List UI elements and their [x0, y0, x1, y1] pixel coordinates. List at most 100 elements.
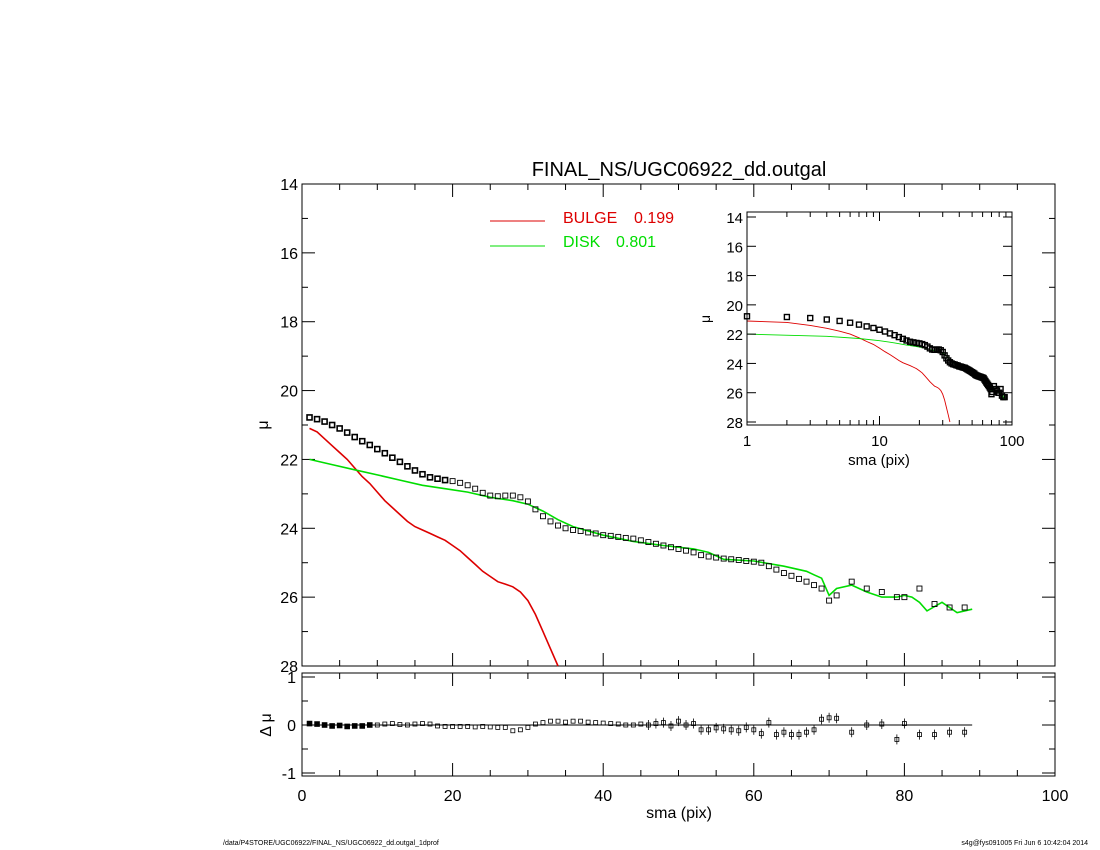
inset-y-tick-label: 26 [726, 386, 743, 403]
residual-point [510, 728, 516, 734]
residual-point [661, 720, 666, 725]
residual-point [548, 718, 553, 724]
residual-point [344, 723, 350, 730]
inset-data-point [836, 317, 843, 325]
residual-point [698, 727, 704, 733]
inset-data-point [823, 316, 830, 323]
data-point [562, 525, 569, 532]
residual-point [691, 721, 696, 726]
data-point [863, 585, 870, 592]
residual-point [932, 732, 937, 737]
inset-data-point [846, 319, 854, 326]
residual-point [412, 721, 418, 727]
residual-point [540, 720, 546, 725]
residual-point [608, 721, 614, 726]
x-tick-label: 20 [444, 788, 462, 805]
data-point [441, 476, 449, 484]
data-point [698, 552, 705, 559]
data-point [464, 482, 471, 489]
residual-point [555, 718, 561, 724]
data-point [547, 518, 554, 525]
residual-point [502, 725, 508, 730]
inset-data-point [783, 313, 791, 321]
data-point [833, 592, 840, 599]
residual-point [894, 737, 900, 742]
data-point [615, 533, 622, 540]
data-point [622, 534, 629, 541]
data-point [780, 570, 787, 576]
residual-point [593, 720, 599, 725]
data-point [494, 493, 501, 500]
residual-point [751, 727, 757, 733]
data-point [502, 492, 509, 499]
inset-x-tick-label: 100 [999, 433, 1024, 450]
residual-point [442, 724, 448, 729]
inset-data-point [807, 314, 814, 322]
data-point [373, 445, 381, 453]
data-point [758, 559, 765, 566]
inset-bulge-line [746, 320, 951, 423]
data-point [419, 470, 426, 478]
inset-data-point [997, 385, 1004, 393]
data-point [675, 545, 682, 552]
data-point [479, 489, 486, 496]
data-point [517, 494, 524, 501]
x-axis-label: sma (pix) [646, 805, 712, 822]
legend-bulge-label: BULGE [563, 210, 617, 227]
y-tick-label: 14 [280, 177, 298, 194]
residual-point [615, 721, 621, 727]
data-point [893, 594, 900, 601]
data-point [803, 578, 810, 585]
data-point [931, 601, 938, 607]
residual-point [382, 721, 388, 727]
main-panel: 14 16 18 20 22 24 26 28 μ BULGE 0.199 DISK 0.80… [255, 177, 1056, 676]
residual-point [533, 721, 538, 727]
data-point [472, 485, 479, 492]
residual-y-axis-label: Δ μ [258, 713, 275, 736]
residual-point [879, 721, 885, 727]
data-point [796, 575, 802, 582]
data-point [366, 441, 374, 449]
data-point [434, 475, 441, 483]
data-point [961, 604, 968, 611]
residual-point [570, 718, 576, 724]
residual-point [329, 723, 335, 729]
data-point [396, 458, 404, 466]
inset-x-tick-label: 10 [871, 433, 888, 450]
data-point [555, 522, 561, 529]
data-point [713, 554, 720, 561]
residual-point [736, 728, 742, 734]
legend: BULGE 0.199 DISK 0.801 [490, 210, 674, 251]
res-y-tick-label: 1 [287, 670, 296, 687]
data-point [343, 429, 351, 436]
residual-point [630, 722, 636, 728]
inset-y-tick-label: 22 [726, 327, 743, 344]
data-point [690, 549, 697, 556]
residual-point [480, 724, 486, 729]
data-point [878, 589, 885, 595]
inset-y-tick-label: 24 [726, 356, 743, 373]
inset-data-point [899, 335, 907, 343]
data-point [540, 513, 546, 520]
data-point [750, 558, 757, 565]
data-point [743, 558, 750, 564]
residual-point [721, 726, 727, 732]
data-point [457, 479, 464, 486]
residual-ticks: 10-10 20 40 60 80 100 [282, 670, 1069, 805]
residual-point [645, 722, 651, 728]
residual-point [351, 723, 358, 729]
res-y-tick-label: -1 [282, 766, 296, 783]
residual-point [472, 724, 478, 730]
residual-point [623, 722, 629, 728]
residual-point [743, 725, 749, 730]
residual-point [653, 721, 659, 726]
residual-point [962, 729, 968, 735]
inset-ticks: 14 16 18 20 22 24 26 281 10 100 [726, 210, 1024, 450]
data-point [592, 530, 599, 537]
residual-point [638, 721, 644, 727]
data-point [532, 506, 539, 513]
y-tick-label: 24 [280, 521, 298, 538]
residual-point [578, 718, 584, 724]
data-point [788, 572, 795, 579]
disk-line [309, 458, 973, 614]
